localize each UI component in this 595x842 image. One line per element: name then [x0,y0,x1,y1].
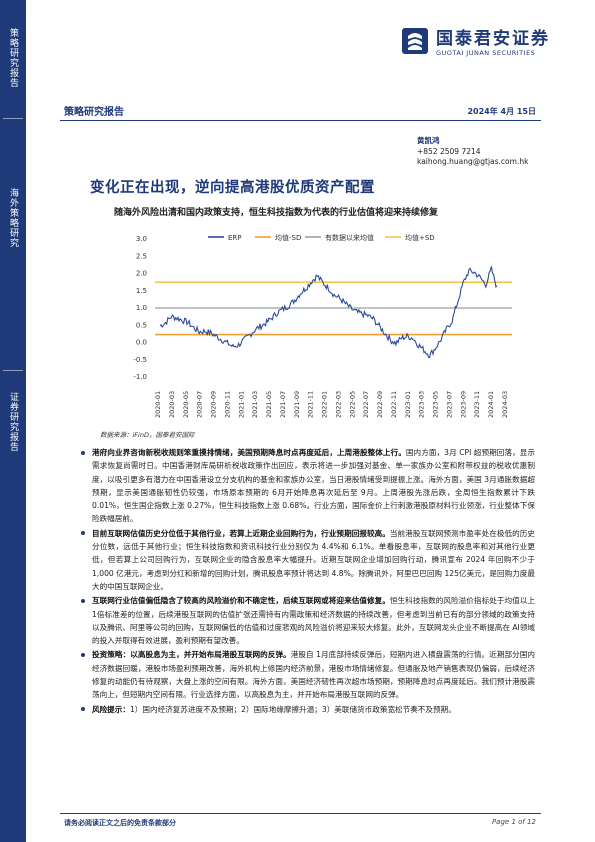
report-title: 变化正在出现，逆向提高港股优质资产配置 [90,180,375,196]
y-tick-label: -1.0 [133,373,147,381]
y-tick-label: 0.5 [136,321,147,329]
key-point: 互联网行业估值偏低隐含了较高的风险溢价和不确定性，后续互联网或将迎来估值修复。恒… [80,594,535,647]
key-points-list: 港府向业界咨询新税收规则笨重摸排情绪，美国预期降息时点再度延后，上周港股整体上行… [80,446,535,717]
x-tick-label: 2022-11 [390,391,398,418]
y-tick-label: -0.5 [133,356,147,364]
x-tick-label: 2020-01 [154,391,162,418]
x-tick-label: 2022-01 [321,391,329,418]
x-tick-label: 2024-03 [501,391,509,418]
report-subtitle: 随海外风险出清和国内政策支持，恒生科技指数为代表的行业估值将迎来持续修复 [114,208,439,218]
key-point-body: 1）国内经济复苏进度不及预期；2）国际地缘摩擦升温；3）美联储货币政策宽松节奏不… [129,704,456,714]
x-tick-label: 2023-03 [418,391,426,418]
author-name: 黄凯鸿 [417,136,440,145]
x-tick-label: 2020-09 [210,391,218,418]
key-point-body: 港股自 1月底部持续反弹后，短期内进入横盘震荡的行情。近期部分国内经济数据回暖，… [92,650,536,700]
x-tick-label: 2020-03 [168,391,176,418]
sidebar-section-strategy: 策略研究报告 [8,28,18,88]
legend-label: ERP [228,234,242,242]
report-category: 策略研究报告 [64,107,124,118]
key-point: 投资策略：以高股息为主，并开始布局港股互联网的反弹。港股自 1月底部持续反弹后，… [80,648,535,701]
y-tick-label: 1.0 [136,304,147,312]
page-number: Page 1 of 12 [491,818,536,826]
key-point: 港府向业界咨询新税收规则笨重摸排情绪，美国预期降息时点再度延后，上周港股整体上行… [80,446,535,526]
y-tick-label: 2.5 [136,252,147,260]
x-tick-label: 2021-07 [279,391,287,418]
x-tick-label: 2022-03 [334,391,342,418]
x-tick-label: 2023-01 [404,391,412,418]
x-tick-label: 2021-03 [251,391,259,418]
sidebar-section-overseas: 海外策略研究 [8,188,18,248]
key-point-body: 国内方面，3月 CPI 超预期回落，显示需求恢复尚需时日。中国香港财库局研析税收… [92,448,535,524]
x-tick-label: 2023-07 [445,391,453,418]
x-tick-label: 2021-09 [293,391,301,418]
y-tick-label: 2.0 [136,270,147,278]
x-tick-label: 2022-07 [362,391,370,418]
key-point-lead: 互联网行业估值偏低隐含了较高的风险溢价和不确定性，后续互联网或将迎来估值修复。 [92,596,390,606]
key-point-lead: 投资策略：以高股息为主，并开始布局港股互联网的反弹。 [92,650,291,660]
footer-divider [60,813,541,814]
sidebar-divider [3,118,23,119]
key-point-body: 当前港股互联网预测市盈率处在极低的历史分位数，远低于其他行业；恒生科技指数和资讯… [92,528,535,591]
x-tick-label: 2020-05 [182,391,190,418]
header-divider [60,120,541,121]
legend-label: 有数据以来均值 [325,233,374,242]
logo-text-cn: 国泰君安证券 [436,29,550,49]
logo-mark-icon [402,27,428,54]
x-tick-label: 2021-01 [237,391,245,418]
key-point: 风险提示：1）国内经济复苏进度不及预期；2）国际地缘摩擦升温；3）美联储货币政策… [80,703,535,716]
erp-series-line [159,266,498,359]
chart-source: 数据来源：iFinD，国泰君安国际 [100,431,195,439]
author-email[interactable]: kaihong.huang@gtjas.com.hk [417,157,529,166]
key-point-body: 恒生科技指数的风险溢价指标处于均值以上 1倍标准差的位置，后续港股互联网的估值扩… [92,596,535,646]
key-point-lead: 港府向业界咨询新税收规则笨重摸排情绪，美国预期降息时点再度延后，上周港股整体上行… [92,448,406,457]
x-tick-label: 2022-09 [376,391,384,418]
x-tick-label: 2023-05 [432,391,440,418]
report-date: 2024年 4月 15日 [467,107,536,116]
author-block: 黄凯鸿 +852 2509 7214 kaihong.huang@gtjas.c… [417,136,528,168]
y-tick-label: 3.0 [136,235,147,243]
key-point: 目前互联网估值历史分位低于其他行业，若算上近期企业回购行为，行业预期回报较高。当… [80,527,535,593]
company-logo: 国泰君安证券 GUOTAI JUNAN SECURITIES [400,24,550,57]
x-tick-label: 2020-07 [196,391,204,418]
y-tick-label: 0.0 [136,339,147,347]
x-tick-label: 2020-11 [223,391,231,418]
sidebar: 策略研究报告 海外策略研究 证券研究报告 [0,0,26,842]
x-tick-label: 2021-11 [307,391,315,418]
x-tick-label: 2021-05 [265,391,273,418]
sidebar-section-securities: 证券研究报告 [8,392,18,452]
key-point-lead: 风险提示： [92,704,130,714]
legend-label: 均值+SD [405,233,435,242]
disclaimer-note: 请务必阅读正文之后的免责条款部分 [64,819,176,827]
logo-text-en: GUOTAI JUNAN SECURITIES [436,49,536,57]
y-tick-label: 1.5 [136,287,147,295]
x-tick-label: 2023-09 [459,391,467,418]
erp-line-chart: 3.0 2.5 2.0 1.5 1.0 0.5 0.0 -0.5 -1.0 2020-01 2020… [133,233,512,418]
legend-label: 均值-SD [275,233,301,242]
x-tick-label: 2022-05 [348,391,356,418]
key-point-lead: 目前互联网估值历史分位低于其他行业，若算上近期企业回购行为，行业预期回报较高。 [92,528,390,538]
author-phone: +852 2509 7214 [417,146,481,156]
x-tick-label: 2023-11 [473,391,481,418]
sidebar-divider [3,370,23,371]
x-tick-label: 2024-01 [487,391,495,418]
